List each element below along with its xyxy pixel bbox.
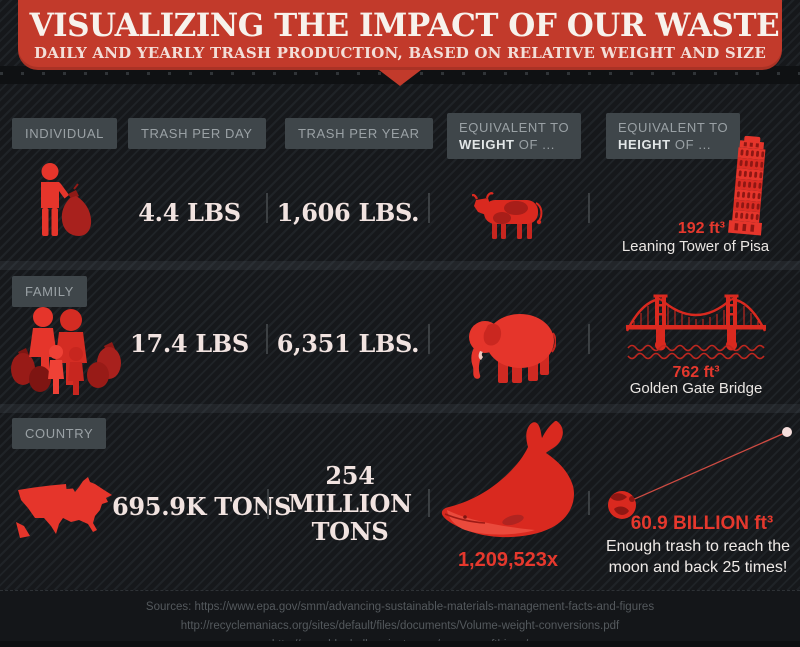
column-header-trash-per-day: TRASH PER DAY xyxy=(128,118,266,149)
source-line: http://recyclemaniacs.org/sites/default/… xyxy=(180,620,620,632)
leaning-tower-of-pisa-icon xyxy=(728,136,766,236)
weight-bold-text: WEIGHT xyxy=(459,137,515,152)
country-height-caption: Enough trash to reach the moon and back … xyxy=(594,536,800,578)
family-height-label: Golden Gate Bridge xyxy=(629,380,763,397)
equivalent-to-text: EQUIVALENT TO xyxy=(618,120,729,135)
usa-map-icon xyxy=(16,477,112,538)
country-weight-multiplier: 1,209,523x xyxy=(457,549,559,571)
divider xyxy=(428,489,430,517)
individual-trash-per-year-value: 1,606 LBS. xyxy=(276,198,420,227)
person-with-trash-bag-icon xyxy=(41,163,92,236)
cow-icon xyxy=(472,192,543,239)
row-label-individual: INDIVIDUAL xyxy=(12,118,117,149)
country-trash-per-year-value: 254 MILLION TONS xyxy=(280,462,420,546)
height-bold-text: HEIGHT xyxy=(618,137,671,152)
page-title: VISUALIZING THE IMPACT OF OUR WASTE xyxy=(29,6,780,44)
footer xyxy=(0,590,800,647)
caption-line: Enough trash to reach the xyxy=(605,538,791,555)
divider xyxy=(428,324,430,354)
row-label-family: FAMILY xyxy=(12,276,87,307)
golden-gate-bridge-icon xyxy=(626,294,766,360)
row-separator xyxy=(0,261,800,270)
country-trash-per-day-value: 695.9K TONS xyxy=(112,492,292,521)
individual-height-value: 192 ft³ xyxy=(677,220,725,237)
divider xyxy=(588,324,590,354)
divider xyxy=(266,324,268,354)
page-subtitle: DAILY AND YEARLY TRASH PRODUCTION, BASED… xyxy=(34,44,766,62)
title-ribbon xyxy=(18,0,782,70)
blue-whale-icon xyxy=(441,420,575,538)
individual-height-label: Leaning Tower of Pisa xyxy=(621,238,770,255)
family-trash-per-day-value: 17.4 LBS xyxy=(130,329,249,358)
per-year-line: MILLION xyxy=(288,489,412,518)
bottom-strip xyxy=(0,641,800,647)
column-header-trash-per-year: TRASH PER YEAR xyxy=(285,118,433,149)
family-trash-per-year-value: 6,351 LBS. xyxy=(276,329,420,358)
country-height-value: 60.9 BILLION ft³ xyxy=(630,513,774,534)
row-separator xyxy=(0,404,800,413)
family-with-trash-bags-icon xyxy=(11,307,121,395)
column-header-equivalent-height: EQUIVALENT TO HEIGHT OF ... xyxy=(606,113,741,159)
per-year-line: TONS xyxy=(311,517,389,546)
column-header-equivalent-weight: EQUIVALENT TO WEIGHT OF ... xyxy=(447,113,582,159)
source-line: Sources: https://www.epa.gov/smm/advanci… xyxy=(145,601,655,613)
divider xyxy=(267,489,269,519)
equivalent-to-text: EQUIVALENT TO xyxy=(459,120,570,135)
height-rest-text: OF ... xyxy=(670,137,712,152)
individual-trash-per-day-value: 4.4 LBS xyxy=(138,198,241,227)
sources-text: Sources: https://www.epa.gov/smm/advanci… xyxy=(0,598,800,647)
divider xyxy=(588,193,590,223)
divider xyxy=(266,193,268,223)
family-height-value: 762 ft³ xyxy=(672,364,720,381)
divider xyxy=(588,491,590,515)
divider xyxy=(428,193,430,223)
weight-rest-text: OF ... xyxy=(514,137,555,152)
earth-to-moon-icon xyxy=(608,427,792,519)
caption-line: moon and back 25 times! xyxy=(608,559,788,576)
row-label-country: COUNTRY xyxy=(12,418,107,449)
per-year-line: 254 xyxy=(325,461,375,490)
elephant-icon xyxy=(469,314,556,383)
ribbon-notch xyxy=(379,70,421,86)
